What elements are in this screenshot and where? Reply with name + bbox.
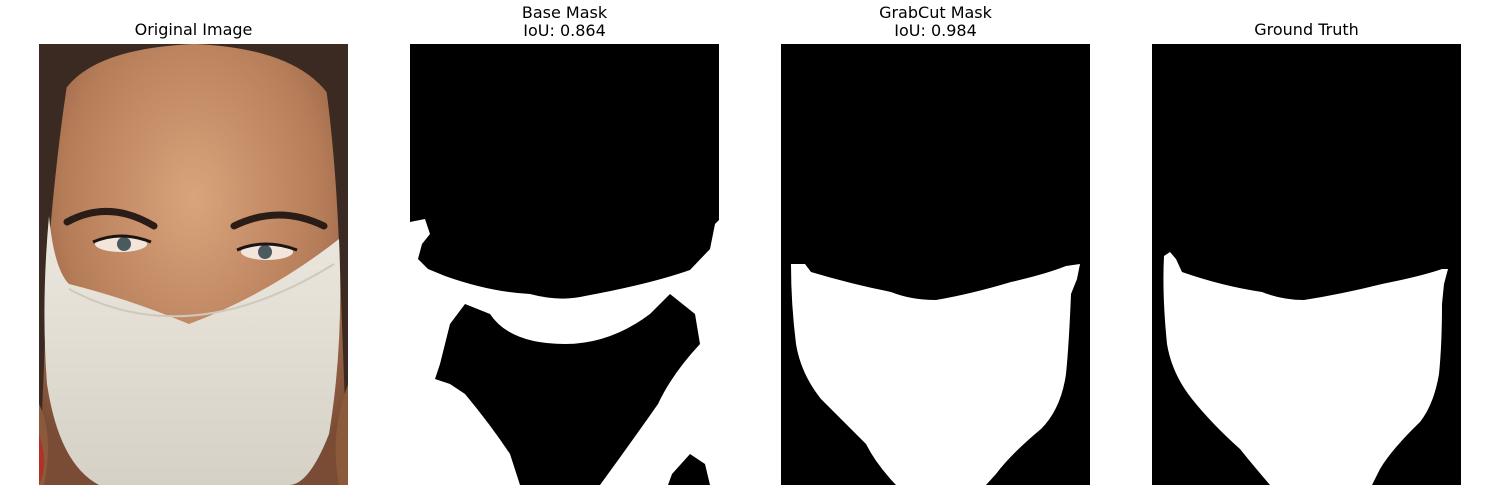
base-mask-drawing — [410, 44, 719, 485]
panel-title-line: Original Image — [134, 20, 253, 39]
grabcut-mask-image — [781, 44, 1090, 485]
panel-iou-line: IoU: 0.984 — [894, 21, 977, 40]
panel-title-line: GrabCut Mask — [879, 3, 992, 22]
original-photo — [39, 44, 348, 485]
panel-title: Ground Truth — [1152, 21, 1461, 39]
base-mask-image — [410, 44, 719, 485]
panel-title: Original Image — [39, 21, 348, 39]
grabcut-mask-drawing — [781, 44, 1090, 485]
original-photo-drawing — [39, 44, 348, 485]
panel-title-line: Base Mask — [521, 3, 608, 22]
ground-truth-image — [1152, 44, 1461, 485]
panel-title-line: Ground Truth — [1254, 20, 1359, 39]
ground-truth-drawing — [1152, 44, 1461, 485]
panel-title: GrabCut Mask IoU: 0.984 — [781, 4, 1090, 40]
panel-iou-line: IoU: 0.864 — [523, 21, 606, 40]
panel-title: Base Mask IoU: 0.864 — [410, 4, 719, 40]
